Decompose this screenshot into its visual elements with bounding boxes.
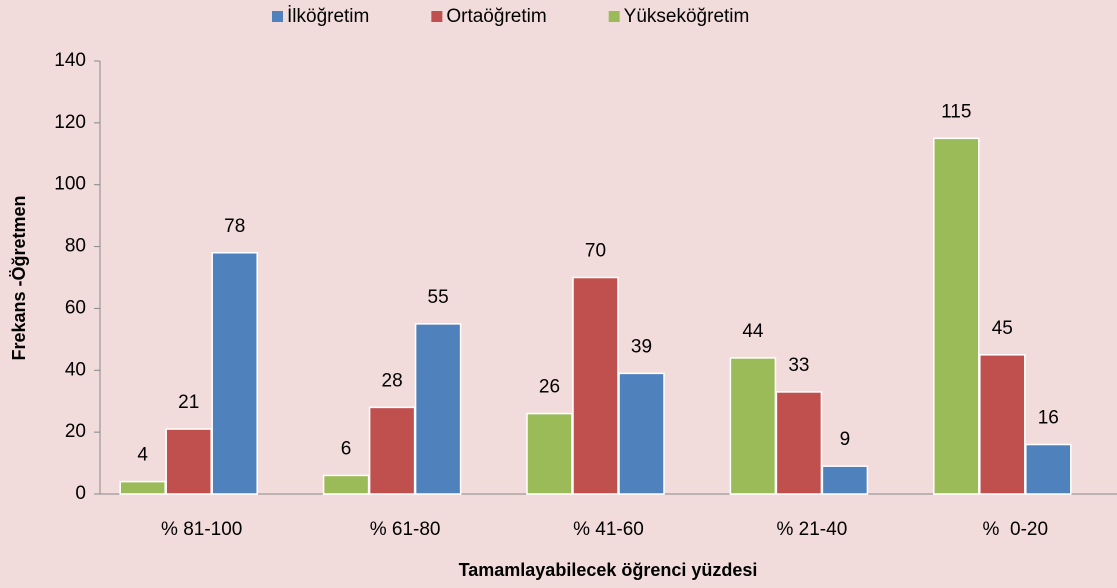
bar — [322, 474, 370, 495]
value-label: 44 — [742, 321, 764, 342]
value-label: 4 — [137, 445, 148, 466]
x-tick-label: % 0-20 — [983, 519, 1048, 540]
value-label: 39 — [631, 336, 652, 357]
x-tick-label: % 81-100 — [161, 519, 242, 540]
value-label: 16 — [1038, 408, 1059, 429]
value-label: 78 — [224, 216, 245, 237]
x-tick-label: % 61-80 — [370, 519, 441, 540]
bar — [1025, 443, 1072, 495]
bar — [979, 354, 1026, 495]
legend-swatch — [272, 11, 283, 22]
bar — [119, 480, 166, 495]
y-tick-label: 40 — [65, 359, 86, 380]
value-label: 70 — [585, 241, 606, 262]
bar — [211, 252, 258, 495]
legend-swatch — [431, 11, 443, 22]
x-tick-label: % 21-40 — [777, 519, 848, 540]
value-label: 33 — [788, 355, 809, 376]
value-label: 9 — [840, 429, 851, 450]
bar — [414, 323, 462, 495]
y-tick-label: 80 — [65, 236, 86, 257]
bar — [368, 406, 416, 495]
legend-label: Ortaöğretim — [446, 6, 546, 27]
y-tick-label: 140 — [54, 50, 86, 71]
y-tick-label: 60 — [65, 297, 86, 318]
y-tick-label: 100 — [54, 174, 86, 195]
y-axis-title: Frekans -Öğretmen — [9, 195, 29, 360]
bar — [618, 372, 665, 495]
value-label: 6 — [341, 438, 352, 459]
y-tick-label: 120 — [54, 112, 86, 133]
legend-label: Yükseköğretim — [624, 6, 750, 27]
bar — [572, 276, 619, 495]
y-tick-label: 20 — [65, 421, 86, 442]
bar — [165, 428, 212, 495]
bar — [775, 391, 823, 495]
value-label: 45 — [992, 318, 1013, 339]
legend-label: İlköğretim — [287, 6, 369, 27]
value-label: 26 — [539, 377, 560, 398]
value-label: 55 — [428, 287, 449, 308]
bar — [729, 357, 777, 495]
value-label: 21 — [178, 392, 199, 413]
x-axis-title: Tamamlayabilecek öğrenci yüzdesi — [459, 560, 758, 580]
value-label: 28 — [382, 370, 403, 391]
bar — [526, 412, 573, 495]
bar — [933, 137, 980, 495]
x-tick-label: % 41-60 — [573, 519, 644, 540]
bar — [821, 465, 869, 495]
y-tick-label: 0 — [75, 483, 86, 504]
legend-swatch — [608, 11, 620, 22]
value-label: 115 — [941, 101, 971, 122]
